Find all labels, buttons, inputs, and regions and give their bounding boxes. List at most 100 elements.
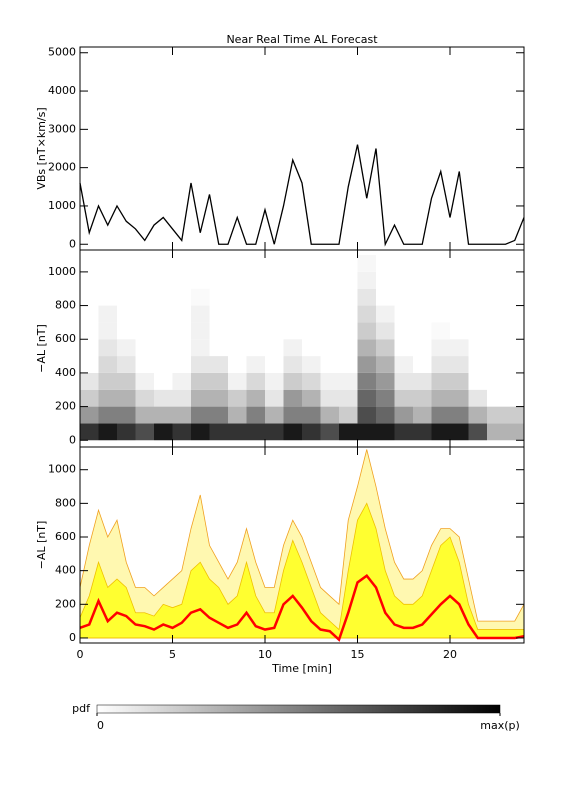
heat-cell xyxy=(339,372,358,390)
heat-cell xyxy=(505,389,524,407)
heat-cell xyxy=(505,406,524,424)
heat-cell xyxy=(413,288,432,306)
heat-cell xyxy=(154,389,173,407)
heat-cell xyxy=(246,356,265,373)
heat-cell xyxy=(117,356,136,373)
heat-cell xyxy=(135,255,154,272)
heat-cell xyxy=(117,423,136,441)
heat-cell xyxy=(80,271,99,289)
y-axis-label: −AL [nT] xyxy=(35,521,48,570)
y-tick-label: 800 xyxy=(55,496,76,509)
heat-cell xyxy=(98,255,117,272)
heat-cell xyxy=(246,322,265,340)
y-tick-label: 1000 xyxy=(48,463,76,476)
heat-cell xyxy=(246,423,265,441)
y-tick-label: 4000 xyxy=(48,84,76,97)
heat-cell xyxy=(209,255,228,272)
heat-cell xyxy=(246,372,265,390)
heat-cell xyxy=(302,406,321,424)
data-line xyxy=(79,144,525,247)
heat-cell xyxy=(209,271,228,289)
heat-cell xyxy=(265,322,284,340)
heat-cell xyxy=(413,356,432,373)
heat-cell xyxy=(450,356,469,373)
heat-cell xyxy=(80,389,99,407)
heat-cell xyxy=(413,389,432,407)
heat-cell xyxy=(172,406,191,424)
y-tick-label: 400 xyxy=(55,564,76,577)
y-tick-label: 0 xyxy=(69,631,76,644)
heat-cell xyxy=(302,423,321,441)
y-axis-label: VBs [nT×km/s] xyxy=(35,107,48,189)
heat-cell xyxy=(450,322,469,340)
heat-cell xyxy=(394,255,413,272)
heat-cell xyxy=(265,271,284,289)
heat-cell xyxy=(80,406,99,424)
heat-cell xyxy=(265,406,284,424)
heat-cell xyxy=(431,255,450,272)
heat-cell xyxy=(376,288,395,306)
heat-cell xyxy=(339,305,358,323)
heat-cell xyxy=(283,305,302,323)
heat-cell xyxy=(80,322,99,340)
heat-cell xyxy=(154,372,173,390)
heat-cell xyxy=(376,305,395,323)
heat-cell xyxy=(117,305,136,323)
heat-cell xyxy=(487,271,506,289)
heat-cell xyxy=(80,372,99,390)
colorbar-tick-label: 0 xyxy=(97,719,104,732)
heat-cell xyxy=(505,339,524,357)
median-line xyxy=(79,573,525,642)
heat-cell xyxy=(394,423,413,441)
heat-cell xyxy=(468,356,487,373)
y-tick-label: 600 xyxy=(55,530,76,543)
heat-cell xyxy=(357,372,376,390)
heat-cell xyxy=(339,271,358,289)
heat-cell xyxy=(394,339,413,357)
heat-cell xyxy=(431,406,450,424)
colorbar-tick-label: max(p) xyxy=(480,719,520,732)
heat-cell xyxy=(376,423,395,441)
heat-cell xyxy=(302,339,321,357)
heat-cell xyxy=(357,305,376,323)
heat-cell xyxy=(283,339,302,357)
heat-cell xyxy=(302,372,321,390)
heat-cell xyxy=(320,389,339,407)
heat-cell xyxy=(487,288,506,306)
heat-cell xyxy=(413,255,432,272)
heat-cell xyxy=(154,423,173,441)
heat-cell xyxy=(117,271,136,289)
heat-cell xyxy=(394,356,413,373)
heat-cell xyxy=(172,372,191,390)
heat-cell xyxy=(431,356,450,373)
heat-cell xyxy=(505,322,524,340)
heat-cell xyxy=(191,406,210,424)
heat-cell xyxy=(376,339,395,357)
y-tick-label: 400 xyxy=(55,366,76,379)
heat-cell xyxy=(80,356,99,373)
heat-cell xyxy=(209,372,228,390)
heat-cell xyxy=(468,305,487,323)
heat-cell xyxy=(191,339,210,357)
y-axis-label: −AL [nT] xyxy=(35,324,48,373)
heat-cell xyxy=(394,305,413,323)
heat-cell xyxy=(98,406,117,424)
heat-cell xyxy=(191,271,210,289)
heat-cell xyxy=(246,305,265,323)
heat-cell xyxy=(487,339,506,357)
heat-cell xyxy=(98,339,117,357)
heat-cell xyxy=(357,255,376,272)
heat-cell xyxy=(450,372,469,390)
heat-cell xyxy=(376,322,395,340)
heat-cell xyxy=(154,322,173,340)
heat-cell xyxy=(320,322,339,340)
heat-cell xyxy=(487,406,506,424)
heat-cell xyxy=(172,389,191,407)
heat-cell xyxy=(265,356,284,373)
y-tick-label: 0 xyxy=(69,237,76,250)
heat-cell xyxy=(154,305,173,323)
heat-cell xyxy=(487,372,506,390)
heat-cell xyxy=(283,356,302,373)
heat-cell xyxy=(228,339,247,357)
